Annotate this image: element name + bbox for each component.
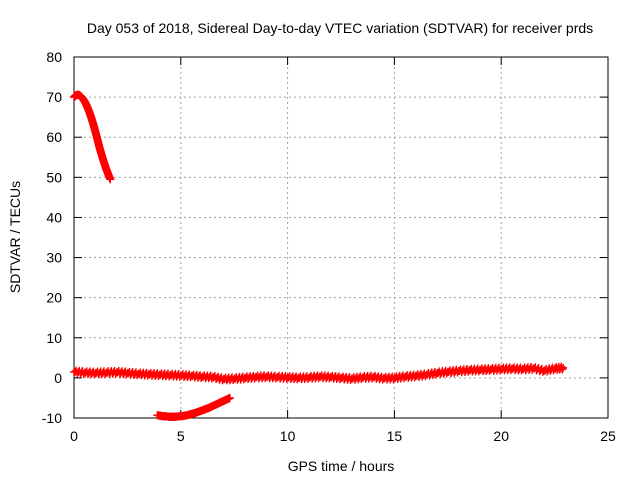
- x-tick-label: 5: [177, 428, 185, 444]
- y-tick-label: 30: [46, 250, 62, 266]
- chart-title: Day 053 of 2018, Sidereal Day-to-day VTE…: [87, 20, 593, 36]
- data-point: [225, 393, 234, 402]
- y-tick-label: 80: [46, 49, 62, 65]
- x-tick-label: 0: [70, 428, 78, 444]
- y-tick-label: 10: [46, 330, 62, 346]
- x-tick-label: 20: [493, 428, 509, 444]
- y-axis-label: SDTVAR / TECUs: [7, 181, 23, 293]
- y-tick-label: -10: [42, 410, 62, 426]
- data-points: [70, 90, 568, 421]
- data-point: [559, 363, 568, 372]
- y-tick-label: 20: [46, 290, 62, 306]
- plot-frame: [73, 56, 609, 419]
- y-tick-label: 70: [46, 89, 62, 105]
- y-tick-label: 0: [54, 370, 62, 386]
- x-tick-label: 25: [600, 428, 616, 444]
- y-tick-label: 60: [46, 129, 62, 145]
- x-axis-label: GPS time / hours: [288, 458, 395, 474]
- y-tick-label: 40: [46, 209, 62, 225]
- tick-labels: 0 5 10 15 20 25 -10 0 10 20 30 40 50 60 70 80: [42, 49, 616, 444]
- data-point: [106, 175, 115, 184]
- x-tick-label: 15: [387, 428, 403, 444]
- y-tick-label: 50: [46, 169, 62, 185]
- x-tick-label: 10: [280, 428, 296, 444]
- data-point: [558, 365, 567, 374]
